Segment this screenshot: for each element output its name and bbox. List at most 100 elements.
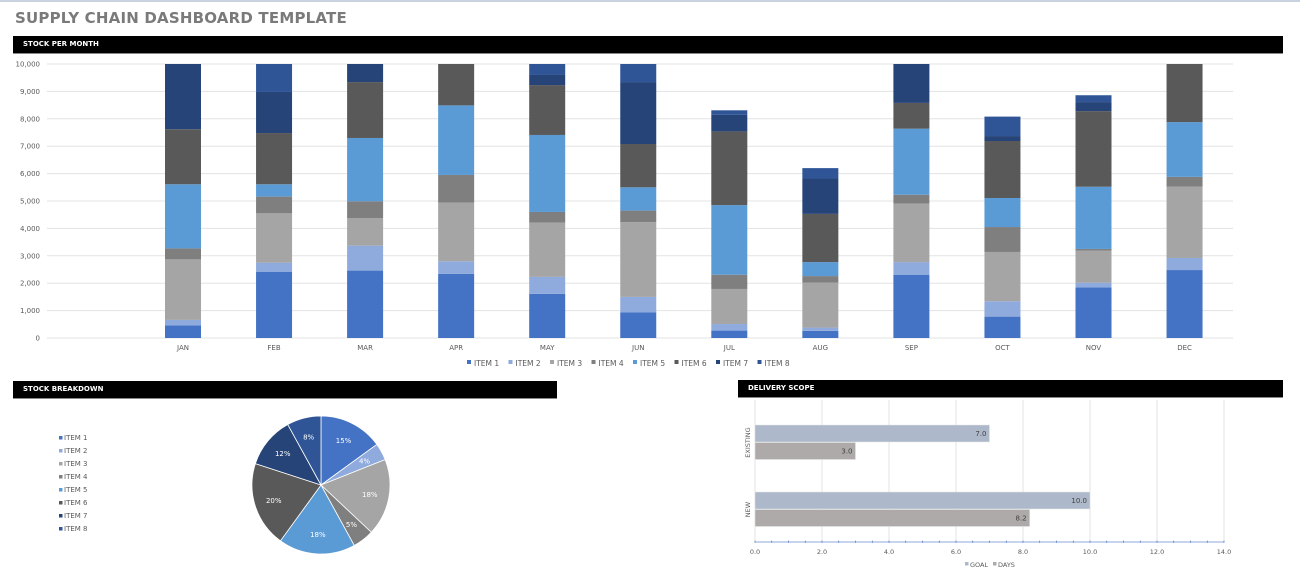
bar-segment-item-7 bbox=[1075, 102, 1112, 112]
pie-slice-6 bbox=[251, 463, 322, 542]
bar-segment-item-4 bbox=[802, 276, 839, 283]
bar-segment-item-4 bbox=[438, 174, 475, 203]
bar-segment-item-5 bbox=[256, 184, 293, 197]
pie-slice-8 bbox=[287, 415, 322, 486]
bar-segment-item-3 bbox=[438, 202, 475, 262]
pie-legend-label: ITEM 7 bbox=[64, 512, 87, 520]
bar-segment-item-2 bbox=[165, 319, 201, 326]
x-tick-label: 8.0 bbox=[1018, 548, 1028, 556]
bar-segment-item-4 bbox=[347, 201, 384, 218]
pie-data-label: 18% bbox=[310, 531, 326, 539]
x-tick-label: 4.0 bbox=[884, 548, 894, 556]
pie-slice-3 bbox=[320, 459, 391, 533]
bar-segment-item-6 bbox=[165, 129, 201, 185]
pie-legend-label: ITEM 6 bbox=[64, 499, 88, 507]
bar-segment-item-6 bbox=[984, 140, 1021, 198]
bar-segment-item-7 bbox=[620, 82, 657, 145]
x-tick-label: SEP bbox=[905, 344, 918, 352]
bar-segment-item-6 bbox=[620, 144, 657, 188]
top-border bbox=[0, 0, 1300, 2]
bar-segment-item-3 bbox=[1166, 186, 1203, 258]
pie-legend-swatch bbox=[59, 475, 63, 479]
bar-segment-item-7 bbox=[256, 91, 293, 134]
pie-data-label: 18% bbox=[362, 491, 378, 499]
bar-segment-item-8 bbox=[984, 116, 1021, 137]
bar-segment-item-3 bbox=[347, 217, 384, 246]
bar-segment-item-8 bbox=[256, 64, 293, 92]
bar-segment-item-6 bbox=[802, 213, 839, 263]
delivery-scope-header: DELIVERY SCOPE bbox=[738, 380, 1283, 398]
bar-segment-item-1 bbox=[256, 271, 293, 338]
bar-segment-item-3 bbox=[529, 222, 566, 277]
bar-segment-item-5 bbox=[893, 128, 930, 195]
legend-swatch bbox=[591, 360, 596, 364]
x-tick-label: JUN bbox=[631, 344, 644, 352]
legend-label: ITEM 3 bbox=[557, 359, 582, 368]
bar-segment-item-5 bbox=[1166, 122, 1203, 177]
bar-segment-item-1 bbox=[1075, 287, 1112, 338]
x-tick-label: JUL bbox=[723, 344, 735, 352]
bar-segment-item-3 bbox=[620, 222, 657, 297]
legend-label: ITEM 2 bbox=[516, 359, 541, 368]
pie-legend-label: ITEM 1 bbox=[64, 434, 87, 442]
bar-segment-item-8 bbox=[620, 64, 657, 83]
pie-data-label: 4% bbox=[359, 458, 370, 466]
pie-data-label: 8% bbox=[303, 433, 314, 441]
bar-segment-item-2 bbox=[1075, 282, 1112, 288]
bar-segment-item-4 bbox=[529, 211, 566, 223]
bar-segment-item-5 bbox=[1075, 186, 1112, 249]
y-tick-label: 2,000 bbox=[20, 280, 40, 288]
y-tick-label: 3,000 bbox=[20, 252, 40, 260]
legend-swatch bbox=[550, 360, 554, 364]
bar-segment-item-4 bbox=[165, 248, 201, 260]
legend-label: ITEM 8 bbox=[765, 359, 790, 368]
y-tick-label: 10,000 bbox=[16, 61, 41, 69]
bar-segment-item-7 bbox=[529, 74, 566, 86]
bar-segment-item-4 bbox=[711, 274, 748, 289]
x-tick-label: APR bbox=[449, 344, 463, 352]
x-tick-label: 14.0 bbox=[1217, 548, 1231, 556]
bar-segment-item-2 bbox=[1166, 257, 1203, 271]
delivery-legend-label: DAYS bbox=[998, 561, 1015, 569]
x-tick-label: 6.0 bbox=[951, 548, 961, 556]
legend-swatch bbox=[633, 360, 637, 364]
legend-swatch bbox=[508, 360, 513, 364]
delivery-bar-goal bbox=[754, 491, 1091, 510]
x-tick-label: 2.0 bbox=[817, 548, 827, 556]
bar-segment-item-5 bbox=[347, 137, 384, 202]
bar-segment-item-6 bbox=[1166, 64, 1203, 123]
x-tick-label: 10.0 bbox=[1083, 548, 1097, 556]
legend-swatch bbox=[757, 360, 762, 364]
legend-swatch bbox=[674, 360, 679, 364]
bar-segment-item-2 bbox=[893, 262, 930, 275]
pie-data-label: 12% bbox=[275, 450, 291, 458]
bar-segment-item-6 bbox=[347, 82, 384, 138]
stock-breakdown-header: STOCK BREAKDOWN bbox=[13, 381, 557, 399]
bar-segment-item-5 bbox=[529, 134, 566, 212]
y-category-label: EXISTING bbox=[744, 427, 752, 457]
delivery-data-label: 10.0 bbox=[1071, 497, 1087, 505]
pie-data-label: 5% bbox=[346, 521, 357, 529]
legend-label: ITEM 1 bbox=[474, 359, 499, 368]
bar-segment-item-8 bbox=[711, 110, 748, 115]
bar-segment-item-3 bbox=[1075, 250, 1112, 283]
x-tick-label: JAN bbox=[176, 344, 189, 352]
delivery-legend-label: GOAL bbox=[970, 561, 988, 569]
bar-segment-item-8 bbox=[529, 64, 566, 75]
bar-segment-item-5 bbox=[165, 184, 201, 249]
x-tick-label: FEB bbox=[267, 344, 280, 352]
pie-data-label: 20% bbox=[266, 497, 282, 505]
x-tick-label: OCT bbox=[995, 344, 1010, 352]
bar-segment-item-7 bbox=[893, 64, 930, 103]
pie-legend-swatch bbox=[59, 514, 63, 518]
legend-label: ITEM 5 bbox=[640, 359, 665, 368]
delivery-data-label: 7.0 bbox=[975, 430, 986, 438]
y-tick-label: 5,000 bbox=[20, 198, 40, 206]
bar-segment-item-1 bbox=[620, 312, 657, 338]
bar-segment-item-6 bbox=[1075, 111, 1112, 187]
legend-swatch bbox=[467, 360, 471, 364]
bar-segment-item-2 bbox=[438, 261, 475, 274]
bar-segment-item-1 bbox=[165, 325, 201, 338]
y-category-label: NEW bbox=[744, 501, 752, 517]
pie-legend-swatch bbox=[59, 527, 63, 531]
